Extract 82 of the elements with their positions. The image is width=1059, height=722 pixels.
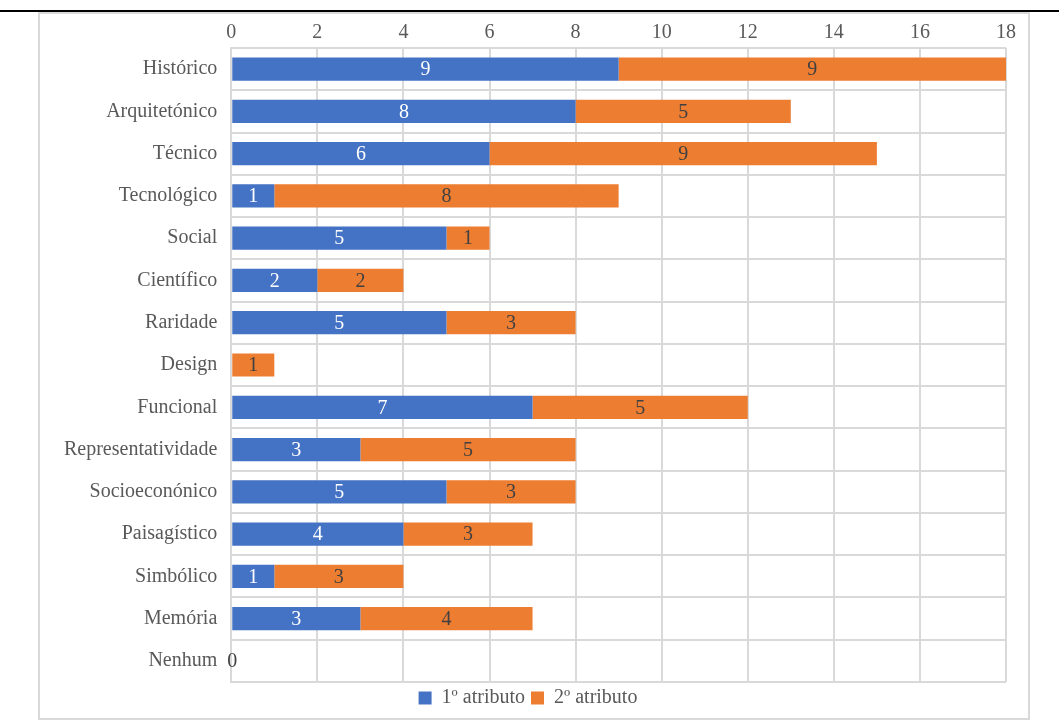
legend-label: 1º atributo [441, 685, 526, 708]
bar [232, 564, 275, 588]
data-label: 5 [462, 437, 473, 460]
y-tick-label: Simbólico [135, 563, 218, 586]
bar [232, 311, 447, 335]
bar [232, 142, 490, 166]
data-label: 1 [248, 184, 259, 207]
bar [489, 142, 877, 166]
data-label: 1 [248, 353, 259, 376]
data-label: 8 [441, 184, 452, 207]
x-tick-label: 4 [398, 20, 409, 43]
bar [532, 395, 748, 419]
y-tick-label: Design [160, 352, 218, 376]
bar [618, 57, 1006, 81]
data-label: 9 [807, 57, 818, 80]
y-tick-label: Raridade [145, 309, 218, 332]
x-tick-label: 0 [226, 20, 237, 43]
bar [446, 311, 576, 335]
bar [360, 437, 576, 462]
data-label: 3 [506, 480, 517, 503]
data-label: 3 [506, 310, 517, 333]
y-tick-label: Histórico [142, 56, 218, 79]
data-label: 1 [462, 226, 473, 249]
bar [274, 184, 619, 208]
data-label: 3 [333, 564, 344, 587]
data-label: 2 [269, 268, 280, 291]
data-label: 3 [291, 437, 302, 460]
data-label: 5 [334, 310, 345, 333]
bar [274, 564, 404, 588]
x-tick-label: 8 [570, 20, 581, 43]
data-label: 5 [334, 226, 345, 249]
x-tick-label: 12 [737, 20, 758, 43]
bar [446, 480, 576, 504]
y-tick-label: Social [167, 225, 218, 248]
data-label: 9 [420, 57, 431, 80]
x-tick-label: 6 [484, 20, 495, 43]
bar [232, 395, 533, 419]
x-tick-label: 18 [996, 20, 1016, 43]
x-tick-label: 2 [312, 20, 323, 43]
data-label: 4 [441, 606, 452, 629]
data-label: 9 [678, 141, 689, 164]
bar [232, 480, 447, 504]
bar [232, 268, 318, 293]
x-tick-label: 10 [651, 20, 672, 43]
bar [446, 226, 490, 250]
data-label: 5 [635, 395, 646, 418]
bar [360, 606, 533, 631]
bar [232, 57, 619, 81]
y-tick-label: Representatividade [63, 436, 218, 460]
bar [317, 268, 404, 293]
data-label: 7 [377, 395, 388, 418]
bar [403, 522, 533, 546]
y-tick-label: Paisagístico [121, 521, 218, 545]
bar [232, 353, 275, 377]
bar [232, 226, 447, 250]
bar [575, 99, 791, 124]
bar [232, 99, 576, 124]
data-label: 4 [312, 522, 323, 545]
y-tick-label: Funcional [137, 394, 218, 417]
x-tick-label: 16 [909, 20, 930, 43]
data-label: 3 [462, 522, 473, 545]
data-label: 5 [334, 480, 345, 503]
bar [232, 184, 275, 208]
data-label: 6 [355, 141, 366, 164]
legend-label: 2º atributo [554, 685, 638, 708]
data-label: 0 [227, 649, 238, 672]
y-tick-label: Socioeconónico [89, 479, 218, 502]
y-tick-label: Nenhum [148, 648, 218, 671]
data-label: 8 [398, 99, 409, 122]
bar [232, 522, 404, 546]
data-label: 2 [355, 268, 366, 291]
data-label: 1 [248, 564, 259, 587]
y-tick-label: Arquitetónico [106, 98, 218, 122]
bar [232, 606, 361, 631]
y-tick-label: Científico [137, 267, 218, 290]
data-label: 5 [678, 99, 689, 122]
x-tick-label: 14 [823, 20, 844, 43]
y-tick-label: Memória [143, 605, 218, 628]
bar [232, 437, 361, 462]
y-tick-label: Técnico [152, 140, 218, 163]
data-label: 3 [291, 606, 302, 629]
y-tick-label: Tecnológico [118, 183, 218, 207]
